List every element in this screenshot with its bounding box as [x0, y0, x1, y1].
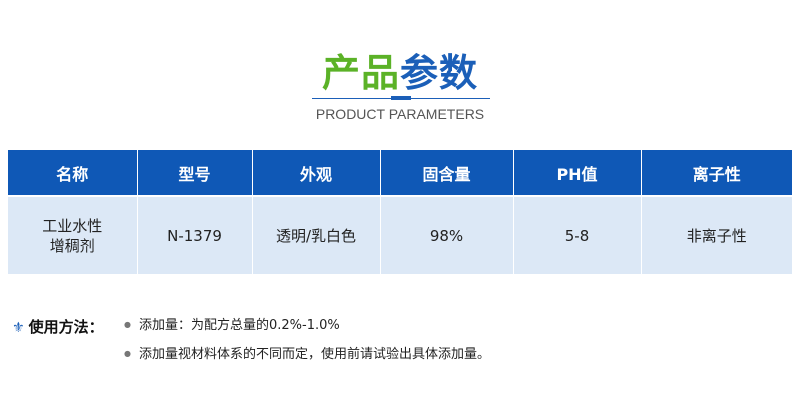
- cell-appearance: 透明/乳白色: [252, 196, 381, 274]
- cell-model: N-1379: [137, 196, 253, 274]
- header-cell: 固含量: [380, 150, 514, 197]
- header-cell: 型号: [137, 150, 253, 197]
- table-header-row: 名称 型号 外观 固含量 PH值 离子性: [8, 150, 792, 197]
- list-item: 添加量：为配方总量的0.2%-1.0%: [124, 316, 490, 345]
- title-green: 产品: [321, 51, 400, 95]
- usage-list: 添加量：为配方总量的0.2%-1.0% 添加量视材料体系的不同而定，使用前请试验…: [124, 316, 490, 374]
- list-item: 添加量视材料体系的不同而定，使用前请试验出具体添加量。: [124, 345, 490, 374]
- page-subtitle: PRODUCT PARAMETERS: [315, 106, 485, 122]
- parameters-table: 名称 型号 外观 固含量 PH值 离子性 工业水性 增稠剂 N-1379 透明/…: [8, 150, 792, 274]
- usage-label: ⚜ 使用方法：: [12, 316, 104, 337]
- cell-ionic: 非离子性: [641, 196, 792, 274]
- page-title: 产品参数: [0, 50, 800, 96]
- fleur-de-lis-icon: ⚜: [12, 320, 25, 336]
- header-cell: PH值: [513, 150, 642, 197]
- divider-mark: [391, 96, 411, 100]
- header-cell: 外观: [252, 150, 381, 197]
- usage-label-text: 使用方法：: [28, 318, 104, 336]
- cell-solids: 98%: [380, 196, 514, 274]
- cell-ph: 5-8: [513, 196, 642, 274]
- header-cell: 离子性: [641, 150, 792, 197]
- table-row: 工业水性 增稠剂 N-1379 透明/乳白色 98% 5-8 非离子性: [8, 196, 792, 274]
- header-cell: 名称: [8, 150, 138, 197]
- title-blue: 参数: [400, 51, 479, 95]
- cell-name: 工业水性 增稠剂: [8, 196, 138, 274]
